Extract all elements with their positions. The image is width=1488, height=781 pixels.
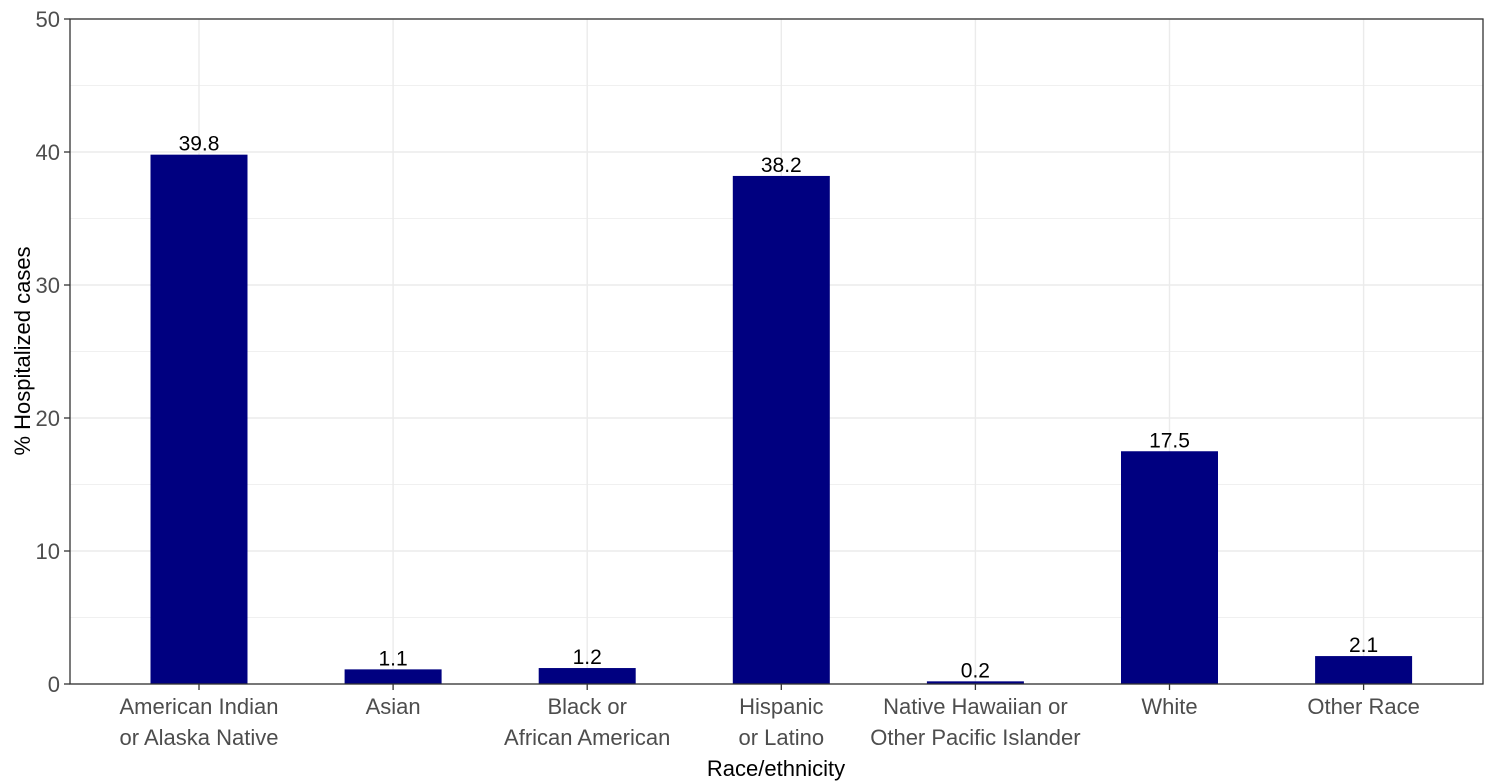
y-axis-title: % Hospitalized cases <box>10 246 35 455</box>
y-tick-label: 50 <box>36 7 60 32</box>
x-tick-label: Asian <box>366 694 421 719</box>
x-tick-label-line: or Alaska Native <box>120 725 279 750</box>
y-tick-label: 0 <box>48 672 60 697</box>
y-tick-label: 30 <box>36 273 60 298</box>
x-tick-label-line: or Latino <box>738 725 824 750</box>
bar <box>926 681 1024 684</box>
x-tick-label: White <box>1141 694 1197 719</box>
x-tick-label: Black or African American <box>504 694 670 750</box>
bar-value-label: 38.2 <box>761 154 802 177</box>
bar <box>538 668 636 684</box>
x-tick-label-line: African American <box>504 725 670 750</box>
y-tick-label: 40 <box>36 140 60 165</box>
x-tick-label-line: White <box>1141 694 1197 719</box>
bar <box>344 669 442 684</box>
x-tick-label-line: Asian <box>366 694 421 719</box>
x-axis: American Indian or Alaska Native Asian Blac… <box>120 684 1420 750</box>
bar-value-label: 1.2 <box>573 646 602 669</box>
data-labels: 39.8 1.1 1.2 38.2 0.2 17.5 2.1 <box>179 133 1379 683</box>
y-axis: 0 10 20 30 40 50 <box>36 7 70 697</box>
x-tick-label: Native Hawaiian or Other Pacific Islander <box>870 694 1080 750</box>
x-tick-label-line: American Indian <box>120 694 279 719</box>
x-tick-label-line: Native Hawaiian or <box>883 694 1068 719</box>
bar <box>1315 656 1413 684</box>
x-tick-label: Other Race <box>1307 694 1420 719</box>
bar-value-label: 2.1 <box>1349 634 1378 657</box>
bar-value-label: 17.5 <box>1149 429 1190 452</box>
bar-value-label: 39.8 <box>179 133 220 156</box>
bar-value-label: 0.2 <box>961 659 990 682</box>
y-tick-label: 20 <box>36 406 60 431</box>
panel-border <box>69 18 1484 685</box>
bar <box>732 175 830 684</box>
x-tick-label-line: Hispanic <box>739 694 823 719</box>
bar <box>1121 451 1218 684</box>
bar <box>150 154 248 684</box>
bar-value-label: 1.1 <box>378 647 407 670</box>
bars <box>150 154 1413 684</box>
x-tick-label-line: Black or <box>547 694 626 719</box>
x-tick-label: American Indian or Alaska Native <box>120 694 279 750</box>
x-tick-label-line: Other Race <box>1307 694 1420 719</box>
x-tick-label-line: Other Pacific Islander <box>870 725 1080 750</box>
x-tick-label: Hispanic or Latino <box>738 694 824 750</box>
x-axis-title: Race/ethnicity <box>707 756 845 781</box>
y-tick-label: 10 <box>36 539 60 564</box>
